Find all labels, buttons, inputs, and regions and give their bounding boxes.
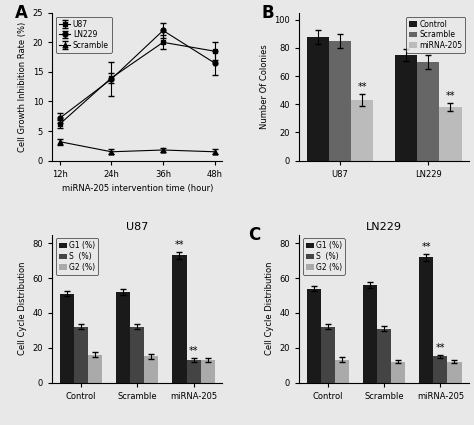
Text: **: ** <box>421 242 431 252</box>
Text: **: ** <box>357 82 367 92</box>
Legend: G1 (%), S  (%), G2 (%): G1 (%), S (%), G2 (%) <box>303 238 345 275</box>
Bar <box>307 37 329 161</box>
Text: B: B <box>262 4 274 22</box>
Y-axis label: Cell Growth Inhibition Rate (%): Cell Growth Inhibition Rate (%) <box>18 22 27 152</box>
Bar <box>60 294 74 382</box>
Title: LN229: LN229 <box>366 222 402 232</box>
Legend: Control, Scramble, miRNA-205: Control, Scramble, miRNA-205 <box>406 17 465 53</box>
Bar <box>377 329 391 383</box>
Text: **: ** <box>446 91 455 101</box>
Y-axis label: Cell Cycle Distribution: Cell Cycle Distribution <box>265 262 274 355</box>
Bar <box>173 255 186 382</box>
Text: A: A <box>15 4 27 22</box>
Bar <box>186 360 201 382</box>
Bar <box>74 327 88 382</box>
Bar <box>391 362 405 382</box>
Bar <box>433 357 447 382</box>
Text: C: C <box>248 226 260 244</box>
Bar <box>419 257 433 382</box>
Legend: U87, LN229, Scramble: U87, LN229, Scramble <box>56 17 112 53</box>
Y-axis label: Number Of Colonies: Number Of Colonies <box>260 44 269 129</box>
Text: **: ** <box>175 240 184 250</box>
X-axis label: miRNA-205 intervention time (hour): miRNA-205 intervention time (hour) <box>62 184 213 193</box>
Bar <box>439 107 462 161</box>
Bar <box>417 62 439 161</box>
Bar <box>144 357 158 382</box>
Legend: G1 (%), S  (%), G2 (%): G1 (%), S (%), G2 (%) <box>56 238 98 275</box>
Bar <box>329 41 351 161</box>
Bar <box>201 360 215 382</box>
Bar <box>351 100 373 161</box>
Bar <box>130 327 144 382</box>
Bar <box>335 360 349 382</box>
Bar <box>395 55 417 161</box>
Bar <box>116 292 130 382</box>
Bar <box>88 354 102 382</box>
Bar <box>307 289 321 382</box>
Bar <box>363 285 377 382</box>
Y-axis label: Cell Cycle Distribution: Cell Cycle Distribution <box>18 262 27 355</box>
Bar <box>321 327 335 382</box>
Text: **: ** <box>189 346 198 357</box>
Text: **: ** <box>436 343 445 353</box>
Bar <box>447 362 462 382</box>
Title: U87: U87 <box>126 222 148 232</box>
